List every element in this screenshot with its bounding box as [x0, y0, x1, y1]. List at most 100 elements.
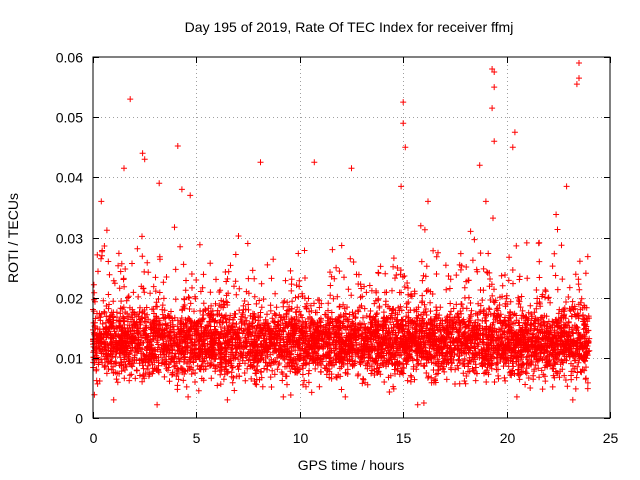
data-point — [388, 360, 395, 367]
data-point — [140, 371, 147, 378]
data-point — [494, 348, 501, 354]
data-point — [397, 335, 404, 341]
data-point — [493, 306, 500, 312]
data-point — [258, 369, 265, 376]
data-point — [400, 344, 407, 351]
data-point — [549, 318, 556, 325]
data-point — [161, 345, 167, 352]
data-point — [508, 319, 515, 325]
data-point — [117, 318, 124, 325]
data-point — [169, 371, 175, 378]
data-point — [272, 312, 279, 318]
data-point — [91, 289, 98, 296]
data-point — [98, 356, 104, 363]
data-point — [396, 352, 403, 359]
data-point — [426, 348, 433, 355]
data-point — [457, 250, 464, 257]
data-point — [175, 376, 182, 383]
data-point — [174, 386, 181, 393]
data-point — [101, 364, 108, 371]
data-point — [527, 302, 534, 309]
data-point — [535, 338, 542, 345]
data-point — [557, 361, 564, 368]
data-point — [302, 303, 309, 310]
data-point — [486, 351, 493, 358]
data-point — [447, 356, 454, 363]
data-point — [567, 307, 574, 314]
data-point — [203, 324, 209, 331]
data-point — [553, 335, 560, 342]
data-point — [519, 346, 526, 353]
data-point — [256, 297, 263, 304]
data-point — [103, 227, 110, 234]
data-point — [570, 337, 577, 344]
data-point — [204, 341, 211, 348]
data-point — [539, 386, 546, 393]
data-point — [295, 317, 301, 324]
data-point — [536, 239, 543, 246]
data-point — [247, 356, 253, 363]
data-point — [301, 377, 308, 384]
data-point — [539, 330, 546, 337]
data-point — [484, 364, 491, 371]
data-point — [141, 289, 148, 296]
data-point — [296, 308, 303, 315]
data-point — [407, 292, 414, 299]
data-point — [491, 334, 497, 341]
data-point — [180, 303, 187, 310]
data-point — [519, 360, 526, 367]
data-point — [339, 345, 346, 352]
data-point — [202, 306, 209, 313]
data-point — [566, 345, 573, 352]
data-point — [232, 251, 239, 258]
data-point — [455, 335, 462, 342]
data-point — [242, 377, 249, 384]
data-point — [189, 341, 196, 347]
data-point — [419, 298, 426, 305]
data-point — [551, 374, 558, 381]
data-point — [118, 348, 125, 355]
data-point — [340, 312, 347, 318]
data-point — [177, 337, 184, 344]
data-point — [338, 242, 345, 249]
data-point — [155, 317, 161, 324]
data-point — [180, 261, 187, 268]
data-point — [245, 275, 252, 282]
data-point — [532, 323, 539, 330]
data-point — [103, 370, 110, 377]
data-point — [431, 317, 438, 324]
data-point — [484, 269, 491, 276]
data-point — [525, 362, 532, 369]
data-point — [441, 368, 448, 375]
data-point — [566, 324, 573, 331]
data-point — [278, 314, 285, 321]
data-point — [322, 323, 329, 330]
data-point — [188, 371, 195, 377]
data-point — [108, 341, 115, 348]
data-point — [292, 309, 299, 316]
data-point — [491, 379, 498, 385]
data-point — [147, 290, 154, 297]
data-point — [252, 380, 259, 387]
data-point — [97, 347, 104, 354]
data-point — [276, 327, 283, 334]
data-point — [312, 360, 319, 366]
data-point — [472, 337, 479, 343]
data-point — [526, 334, 533, 341]
data-point — [338, 386, 345, 393]
data-point — [479, 297, 486, 304]
data-point — [153, 299, 160, 306]
data-point — [467, 319, 474, 326]
data-point — [363, 313, 370, 319]
data-point — [253, 300, 260, 307]
data-point — [430, 367, 437, 373]
data-point — [543, 313, 550, 320]
data-point — [327, 282, 334, 289]
data-point — [113, 349, 120, 356]
data-point — [447, 323, 454, 330]
data-point — [316, 304, 323, 311]
data-point — [522, 381, 529, 388]
data-point — [374, 344, 381, 351]
data-point — [161, 373, 168, 380]
data-point — [98, 350, 105, 357]
